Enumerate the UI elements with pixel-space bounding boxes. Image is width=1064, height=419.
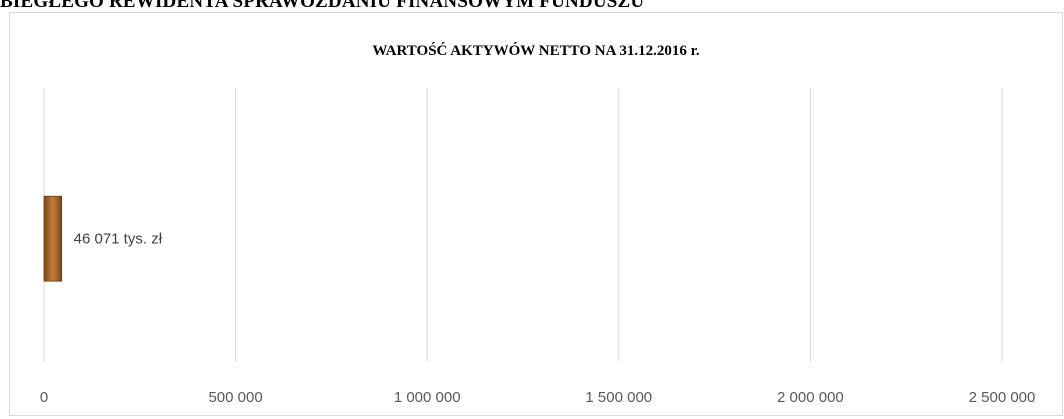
x-tick-label: 1 500 000: [585, 389, 652, 406]
chart-frame: WARTOŚĆ AKTYWÓW NETTO NA 31.12.2016 r.: [9, 12, 1063, 416]
document-heading: BIEGŁEGO REWIDENTA SPRAWOZDANIU FINANSOW…: [0, 0, 645, 12]
gridlines: [43, 88, 1003, 362]
chart-title: WARTOŚĆ AKTYWÓW NETTO NA 31.12.2016 r.: [372, 43, 700, 59]
bar-data-label: 46 071 tys. zł: [74, 231, 163, 248]
x-tick-label: 0: [40, 389, 48, 406]
x-tick-label: 500 000: [208, 389, 262, 406]
data-labels: 46 071 tys. zł: [74, 231, 163, 248]
x-tick-label: 2 000 000: [777, 389, 844, 406]
bar: [43, 195, 63, 282]
x-axis-tick-labels: 0 500 000 1 000 000 1 500 000 2 000 000 2 500…: [40, 389, 1036, 406]
x-tick-label: 2 500 000: [969, 389, 1036, 406]
x-tick-label: 1 000 000: [394, 389, 461, 406]
bars: [43, 195, 63, 282]
